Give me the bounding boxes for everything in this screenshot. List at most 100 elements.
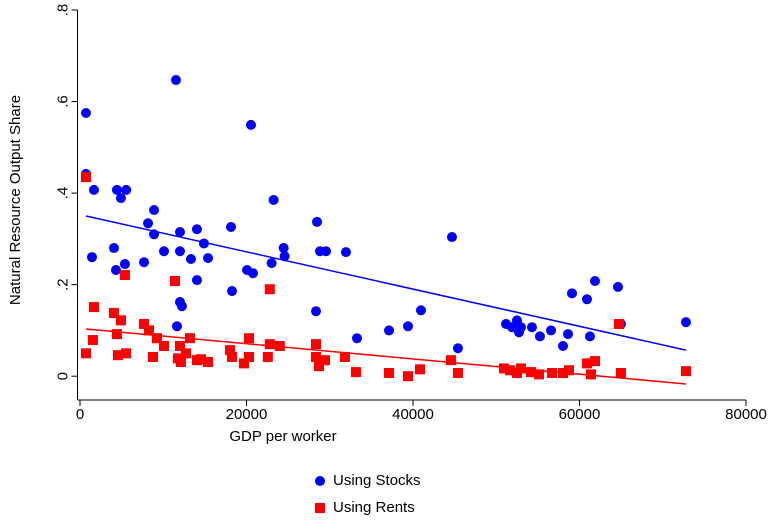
point — [139, 257, 150, 268]
point — [87, 335, 98, 346]
fit-line — [85, 215, 687, 351]
point — [526, 322, 537, 333]
point — [351, 333, 362, 344]
point — [111, 184, 122, 195]
point — [546, 325, 557, 336]
y-tick-label: .8 — [54, 4, 71, 17]
point — [445, 355, 456, 366]
y-tick-label: .2 — [54, 278, 71, 291]
point — [340, 247, 351, 258]
point — [176, 301, 187, 312]
x-axis-label: GDP per worker — [229, 428, 336, 445]
point — [227, 351, 238, 362]
point — [80, 348, 91, 359]
x-tick-label: 0 — [76, 406, 84, 423]
x-tick-label: 20000 — [226, 406, 268, 423]
point — [243, 333, 254, 344]
point — [80, 107, 91, 118]
point — [108, 308, 119, 319]
point — [567, 288, 578, 299]
point — [174, 227, 185, 238]
point — [350, 367, 361, 378]
point — [585, 369, 596, 380]
point — [203, 357, 214, 368]
point — [245, 119, 256, 130]
point — [321, 246, 332, 257]
point — [121, 184, 132, 195]
point — [268, 194, 279, 205]
point — [262, 351, 273, 362]
point — [243, 351, 254, 362]
point — [320, 355, 331, 366]
point — [339, 351, 350, 362]
point — [311, 306, 322, 317]
point — [452, 343, 463, 354]
point — [452, 367, 463, 378]
y-tick-label: .6 — [54, 95, 71, 108]
point — [563, 329, 574, 340]
point — [119, 270, 130, 281]
point — [119, 259, 130, 270]
point — [158, 340, 169, 351]
point — [558, 340, 569, 351]
x-tick-label: 60000 — [559, 406, 601, 423]
point — [615, 367, 626, 378]
point — [143, 218, 154, 229]
point — [680, 366, 691, 377]
point — [274, 340, 285, 351]
point — [149, 205, 160, 216]
point — [564, 365, 575, 376]
point — [534, 331, 545, 342]
point — [198, 238, 209, 249]
point — [112, 350, 123, 361]
point — [174, 246, 185, 257]
point — [581, 358, 592, 369]
point — [227, 286, 238, 297]
point — [88, 302, 99, 313]
point — [415, 305, 426, 316]
legend-marker — [315, 476, 325, 486]
y-axis-label: Natural Resource Output Share — [7, 95, 24, 305]
point — [533, 369, 544, 380]
point — [584, 331, 595, 342]
point — [547, 367, 558, 378]
point — [185, 254, 196, 265]
point — [115, 193, 126, 204]
point — [174, 340, 185, 351]
point — [264, 339, 275, 350]
point — [264, 284, 275, 295]
point — [88, 184, 99, 195]
point — [384, 367, 395, 378]
point — [139, 319, 150, 330]
point — [170, 75, 181, 86]
point — [384, 325, 395, 336]
point — [158, 246, 169, 257]
point — [589, 275, 600, 286]
x-tick-label: 40000 — [392, 406, 434, 423]
point — [314, 361, 325, 372]
point — [225, 345, 236, 356]
point — [613, 319, 624, 330]
point — [80, 172, 91, 183]
point — [86, 252, 97, 263]
point — [195, 354, 206, 365]
point — [175, 357, 186, 368]
point — [108, 243, 119, 254]
point — [581, 294, 592, 305]
point — [247, 268, 258, 279]
point — [226, 221, 237, 232]
legend-label: Using Stocks — [333, 472, 421, 489]
point — [414, 364, 425, 375]
point — [144, 325, 155, 336]
legend-label: Using Rents — [333, 499, 415, 516]
point — [312, 216, 323, 227]
point — [506, 322, 517, 333]
point — [498, 363, 509, 374]
point — [121, 348, 132, 359]
point — [266, 258, 277, 269]
point — [612, 281, 623, 292]
x-tick-label: 80000 — [725, 406, 767, 423]
point — [111, 329, 122, 340]
point — [171, 321, 182, 332]
